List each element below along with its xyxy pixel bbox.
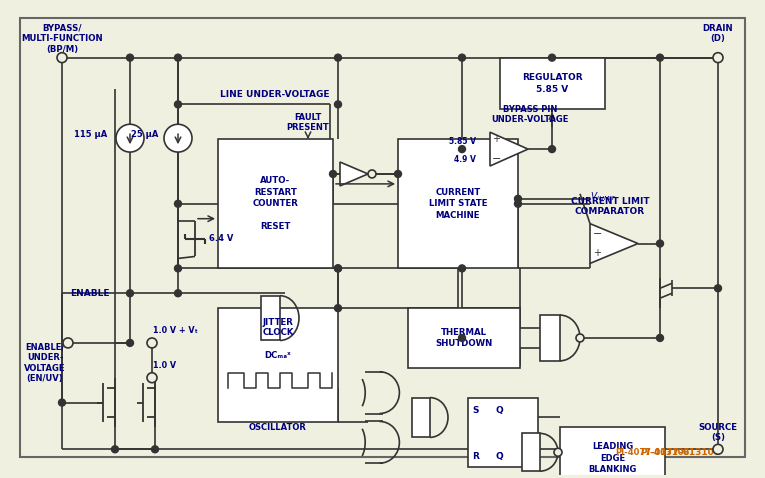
- Text: 6.4 V: 6.4 V: [209, 234, 233, 243]
- FancyBboxPatch shape: [261, 296, 280, 340]
- Text: OSCILLATOR: OSCILLATOR: [249, 423, 307, 432]
- Text: BYPASS/
MULTI-FUNCTION
(BP/M): BYPASS/ MULTI-FUNCTION (BP/M): [21, 24, 103, 54]
- Text: PI-4077-013106: PI-4077-013106: [616, 448, 690, 457]
- Polygon shape: [340, 162, 368, 186]
- Text: −: −: [492, 154, 501, 164]
- Text: 1.0 V: 1.0 V: [153, 361, 176, 370]
- Circle shape: [334, 265, 341, 272]
- FancyBboxPatch shape: [500, 58, 605, 109]
- Circle shape: [656, 335, 663, 341]
- Polygon shape: [490, 132, 528, 166]
- Circle shape: [395, 171, 402, 177]
- FancyBboxPatch shape: [408, 308, 520, 368]
- FancyBboxPatch shape: [560, 427, 665, 478]
- Circle shape: [713, 53, 723, 63]
- Text: 4.9 V: 4.9 V: [454, 154, 476, 163]
- Circle shape: [174, 200, 181, 207]
- FancyBboxPatch shape: [20, 18, 745, 457]
- Text: S: S: [472, 405, 478, 414]
- Text: −: −: [593, 228, 602, 239]
- Text: LEADING
EDGE
BLANKING: LEADING EDGE BLANKING: [588, 442, 636, 474]
- Circle shape: [334, 101, 341, 108]
- Polygon shape: [590, 224, 638, 263]
- Circle shape: [368, 170, 376, 178]
- Circle shape: [58, 399, 66, 406]
- Circle shape: [174, 54, 181, 61]
- Circle shape: [164, 124, 192, 152]
- Text: Q̄: Q̄: [496, 452, 503, 461]
- Text: 25 µA: 25 µA: [131, 130, 158, 139]
- Circle shape: [334, 54, 341, 61]
- Text: BYPASS PIN
UNDER-VOLTAGE: BYPASS PIN UNDER-VOLTAGE: [491, 105, 568, 124]
- Circle shape: [334, 304, 341, 312]
- Text: CURRENT
LIMIT STATE
MACHINE: CURRENT LIMIT STATE MACHINE: [428, 188, 487, 220]
- Text: SOURCE
(S): SOURCE (S): [698, 423, 737, 442]
- Circle shape: [554, 448, 562, 456]
- FancyBboxPatch shape: [218, 139, 333, 268]
- Circle shape: [63, 338, 73, 348]
- Text: THERMAL
SHUTDOWN: THERMAL SHUTDOWN: [435, 328, 493, 348]
- Text: 1.0 V + Vₜ: 1.0 V + Vₜ: [153, 326, 197, 335]
- Text: CURRENT LIMIT
COMPARATOR: CURRENT LIMIT COMPARATOR: [571, 197, 649, 217]
- FancyBboxPatch shape: [218, 308, 338, 423]
- Circle shape: [126, 339, 134, 347]
- Circle shape: [126, 290, 134, 297]
- Circle shape: [515, 196, 522, 202]
- Circle shape: [147, 373, 157, 383]
- Text: 115 µA: 115 µA: [73, 130, 107, 139]
- Circle shape: [112, 446, 119, 453]
- Circle shape: [549, 54, 555, 61]
- Circle shape: [151, 446, 158, 453]
- Circle shape: [57, 53, 67, 63]
- Circle shape: [116, 124, 144, 152]
- Circle shape: [458, 265, 465, 272]
- FancyBboxPatch shape: [412, 398, 430, 437]
- Circle shape: [656, 54, 663, 61]
- Circle shape: [458, 146, 465, 152]
- Text: Q: Q: [496, 405, 503, 414]
- Text: JITTER
CLOCK: JITTER CLOCK: [262, 318, 294, 337]
- Text: FAULT
PRESENT: FAULT PRESENT: [287, 112, 330, 132]
- Circle shape: [458, 54, 465, 61]
- Circle shape: [713, 445, 723, 454]
- Circle shape: [656, 240, 663, 247]
- Circle shape: [147, 338, 157, 348]
- Text: DRAIN
(D): DRAIN (D): [703, 24, 734, 43]
- Text: LINE UNDER-VOLTAGE: LINE UNDER-VOLTAGE: [220, 90, 330, 99]
- Text: $V_{ILIMIT}$: $V_{ILIMIT}$: [590, 191, 617, 203]
- Text: DCₘₐˣ: DCₘₐˣ: [265, 351, 291, 360]
- FancyBboxPatch shape: [522, 434, 540, 471]
- FancyBboxPatch shape: [398, 139, 518, 268]
- Text: REGULATOR
5.85 V: REGULATOR 5.85 V: [522, 73, 583, 94]
- Circle shape: [458, 335, 465, 341]
- Text: ENABLE: ENABLE: [70, 289, 109, 298]
- Circle shape: [174, 290, 181, 297]
- Circle shape: [576, 334, 584, 342]
- Text: AUTO-
RESTART
COUNTER

RESET: AUTO- RESTART COUNTER RESET: [252, 176, 298, 231]
- Circle shape: [148, 339, 155, 347]
- FancyBboxPatch shape: [468, 398, 538, 467]
- Circle shape: [515, 200, 522, 207]
- Circle shape: [715, 285, 721, 292]
- Text: +: +: [492, 134, 500, 144]
- Circle shape: [334, 265, 341, 272]
- Circle shape: [549, 146, 555, 152]
- FancyBboxPatch shape: [540, 315, 560, 361]
- Text: 5.85 V: 5.85 V: [449, 137, 476, 146]
- Circle shape: [174, 265, 181, 272]
- Circle shape: [715, 54, 721, 61]
- Circle shape: [330, 171, 337, 177]
- Text: PI-4077-013106: PI-4077-013106: [640, 448, 720, 457]
- Text: R: R: [472, 452, 479, 461]
- Circle shape: [126, 54, 134, 61]
- Text: ENABLE/
UNDER-
VOLTAGE
(EN/UV): ENABLE/ UNDER- VOLTAGE (EN/UV): [24, 343, 66, 383]
- Circle shape: [148, 374, 155, 381]
- Text: +: +: [593, 249, 601, 259]
- Circle shape: [174, 101, 181, 108]
